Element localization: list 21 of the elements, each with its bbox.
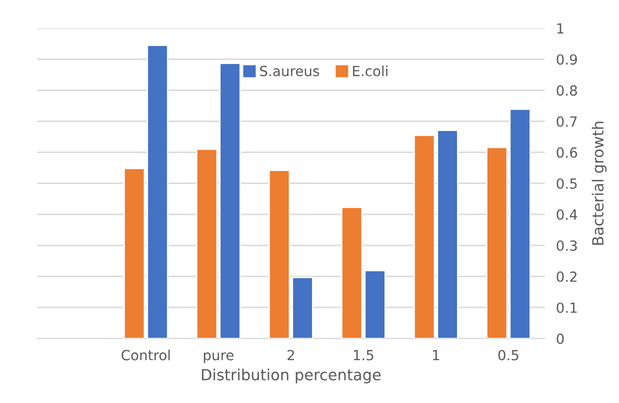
y-tick-label: 0.4 [556, 209, 578, 220]
legend-label: S.aureus [260, 66, 320, 76]
y-axis-title: Bacterial growth [592, 122, 607, 245]
x-tick-label: 1 [433, 350, 440, 360]
y-tick-label: 0 [556, 333, 564, 344]
x-tick-label: Control [122, 350, 170, 360]
y-tick-label: 0.9 [556, 54, 577, 65]
y-tick-label: 0.3 [556, 240, 577, 251]
x-tick-label: 0.5 [498, 350, 518, 360]
y-tick-label: 1 [557, 23, 564, 34]
x-tick-label: pure [204, 352, 234, 364]
x-tick-label: 1.5 [354, 350, 374, 360]
y-tick-label: 0.7 [556, 116, 577, 127]
y-tick-label: 0.6 [556, 147, 578, 158]
x-axis-title: Distribution percentage [202, 368, 381, 384]
y-tick-label: 0.2 [556, 271, 577, 282]
y-tick-label: 0.5 [556, 178, 577, 189]
y-tick-label: 0.1 [556, 302, 577, 313]
legend-label: E.coli [353, 66, 388, 76]
x-tick-label: 2 [288, 350, 294, 360]
y-tick-label: 0.8 [556, 85, 577, 96]
